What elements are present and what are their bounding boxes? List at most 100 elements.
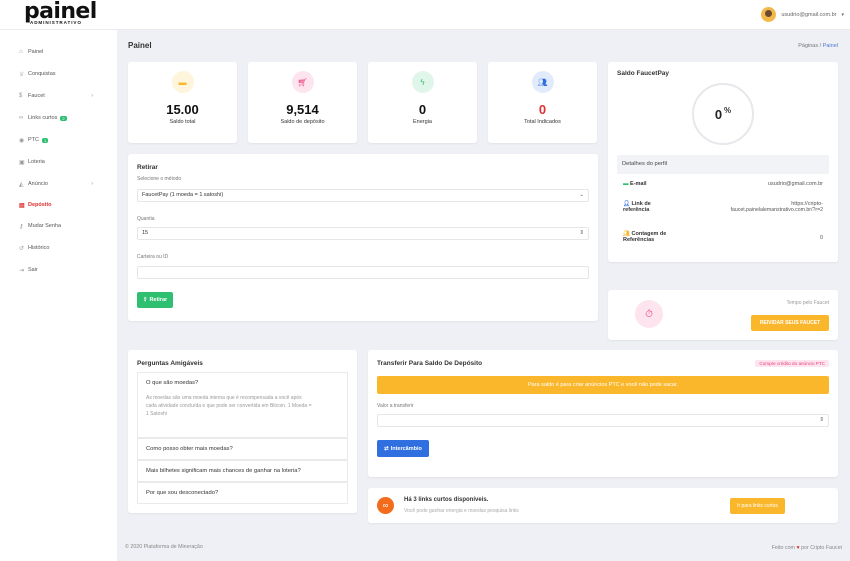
trophy-icon: ♕ (19, 71, 25, 78)
chevron-right-icon: › (91, 181, 93, 187)
chevron-down-icon[interactable]: ▾ (841, 11, 844, 18)
faq-item[interactable]: O que são moedas? As moedas são uma moed… (137, 372, 348, 438)
footer-copyright: © 2020 Plataforma de Mineração (125, 544, 203, 550)
stat-value: 15.00 (166, 102, 199, 117)
faq-item[interactable]: Como posso obter mais moedas? (137, 438, 348, 460)
email-label-text: E-mail (630, 181, 647, 187)
claim-faucet-button[interactable]: REIVIDAR SEUS FAUCET (751, 315, 829, 331)
faq-item[interactable]: Mais bilhetes significam mais chances de… (137, 460, 348, 482)
sidebar-item-anuncio[interactable]: ◭ Anúncio › (19, 179, 99, 189)
upload-icon: ⇪ (142, 297, 148, 303)
users-icon: 👥︎ (531, 71, 554, 93)
sidebar-item-historico[interactable]: ↺ Histórico (19, 243, 99, 253)
amount-input[interactable]: 15 ⇕ (137, 227, 589, 240)
stat-label: Saldo total (169, 119, 196, 125)
stepper-icon[interactable]: ⇕ (579, 230, 584, 236)
transfer-card: Transferir Para Saldo De Depósito Compre… (368, 350, 838, 477)
sidebar-item-label: Anúncio (28, 181, 48, 187)
link-icon: ∞ (377, 497, 394, 514)
withdraw-card: Retirar Selecione o método FaucetPay (1 … (128, 154, 598, 321)
sidebar-item-label: Links curtos (28, 115, 58, 121)
referral-label: 👤︎ Link de referência (623, 201, 651, 213)
stat-label: Total Indicados (524, 119, 561, 125)
deposit-icon: ▤ (19, 202, 25, 209)
sidebar-item-deposito[interactable]: ▤ Depósito (19, 200, 99, 210)
cart-icon: 🛒︎ (291, 71, 314, 93)
bolt-icon: ϟ (411, 71, 434, 93)
avatar[interactable] (761, 7, 777, 22)
faq-answer-line2: cada atividade concluída e que pode ser … (146, 403, 312, 409)
sidebar-item-label: Mudar Senha (28, 223, 62, 229)
stepper-icon[interactable]: ⇕ (819, 417, 824, 423)
faq-question[interactable]: Mais bilhetes significam mais chances de… (146, 468, 301, 474)
megaphone-icon: ◭ (19, 181, 24, 188)
logo-subtext: ADMINISTRATIVO (30, 20, 82, 25)
logo[interactable]: painel ADMINISTRATIVO (24, 1, 97, 26)
faq-question[interactable]: Como posso obter mais moedas? (146, 446, 233, 452)
sidebar-item-faucet[interactable]: $ Faucet › (19, 91, 99, 101)
withdraw-button[interactable]: ⇪ Retirar (137, 292, 173, 308)
email-label: ▬ E-mail (623, 181, 647, 187)
transfer-value-input[interactable]: ⇕ (377, 414, 829, 427)
wallet-icon: ▬ (171, 71, 194, 93)
stopwatch-icon: ⏱︎ (635, 300, 663, 328)
sidebar-item-links-curtos[interactable]: ∞ Links curtos 2 (19, 113, 99, 123)
sidebar-item-label: Histórico (28, 245, 50, 251)
referral-link[interactable]: https://cripto-faucet.painelalemanstrati… (731, 201, 823, 213)
method-select[interactable]: FaucetPay (1 moeda = 1 satoshi) ⌄ (137, 189, 589, 202)
exchange-button[interactable]: ⇄ Intercâmbio (377, 440, 429, 457)
amount-input-value: 15 (142, 230, 149, 236)
stat-value: 0 (418, 102, 427, 117)
eye-icon: ◉ (19, 137, 25, 144)
profile-referral-count-row: 👥︎ Contagem de Referências 0 (617, 231, 829, 253)
faq-answer-line1: As moedas são uma moeda interna que é re… (146, 395, 302, 401)
gauge-unit: % (724, 105, 732, 115)
key-icon: ⚷ (19, 223, 24, 230)
sidebar-item-conquistas[interactable]: ♕ Conquistas (19, 69, 99, 79)
stat-label: Energia (413, 119, 432, 125)
ticket-icon: ▣ (19, 159, 25, 166)
faq-question[interactable]: O que são moedas? (146, 380, 199, 386)
method-label: Selecione o método (137, 176, 182, 182)
breadcrumb-parent[interactable]: Páginas (798, 43, 819, 49)
sidebar-item-label: Conquistas (28, 71, 56, 77)
stat-value: 9,514 (286, 102, 319, 117)
referral-count-label-line1: Contagem de (631, 231, 667, 237)
sidebar-item-loteria[interactable]: ▣ Loteria (19, 157, 99, 167)
sidebar-item-ptc[interactable]: ◉ PTC 1 (19, 135, 99, 145)
faucetpay-title: Saldo FaucetPay (617, 70, 670, 77)
shortlinks-card: ∞ Há 3 links curtos disponíveis. Você po… (368, 488, 838, 523)
faq-title: Perguntas Amigáveis (137, 360, 203, 367)
sidebar-item-mudar-senha[interactable]: ⚷ Mudar Senha (19, 221, 99, 231)
wallet-input[interactable] (137, 266, 589, 279)
chevron-right-icon: › (91, 93, 93, 99)
faucetpay-card: Saldo FaucetPay 0% Detalhes do perfil ▬ … (608, 62, 838, 262)
logout-icon: ⇥ (19, 267, 25, 274)
transfer-title: Transferir Para Saldo De Depósito (377, 360, 483, 367)
referral-count-value: 0 (819, 235, 823, 241)
user-email[interactable]: usudrio@gmail.com.br (781, 11, 837, 18)
stat-label: Saldo de depósito (280, 119, 325, 125)
footer-credits: Feito com ♥ por Cripto Faucet (772, 545, 842, 551)
referral-link-line2: faucet.painelalemanstrativo.com.br/?r=2 (730, 207, 823, 213)
go-shortlinks-button[interactable]: Ir para links curtos (730, 498, 785, 514)
gauge-value: 0 (714, 106, 723, 122)
ptc-credit-badge[interactable]: Compre crédito do anúncio PTC (755, 360, 829, 367)
user-menu[interactable]: usudrio@gmail.com.br ▾ (761, 7, 844, 22)
sidebar-item-sair[interactable]: ⇥ Sair (19, 265, 99, 275)
referral-count-label-line2: Referências (623, 237, 655, 243)
footer-credits-author[interactable]: por Cripto Faucet (801, 545, 842, 551)
profile-header: Detalhes do perfil (617, 155, 829, 174)
faq-item[interactable]: Por que sou desconectado? (137, 482, 348, 504)
sidebar-item-painel[interactable]: ⌂ Painel (19, 47, 99, 57)
faq-question[interactable]: Por que sou desconectado? (146, 490, 219, 496)
referral-link-line1: https://cripto- (791, 201, 823, 207)
top-bar: painel ADMINISTRATIVO usudrio@gmail.com.… (0, 0, 850, 30)
chevron-down-icon: ⌄ (579, 192, 584, 198)
stat-card-total-indicados: 👥︎ 0 Total Indicados (488, 62, 597, 143)
faucet-timer-label: Tempo pelo Faucet (786, 300, 829, 306)
user-plus-icon: 👤︎ (623, 201, 632, 207)
sidebar-item-label: Loteria (28, 159, 45, 165)
exchange-button-label: Intercâmbio (390, 445, 422, 452)
